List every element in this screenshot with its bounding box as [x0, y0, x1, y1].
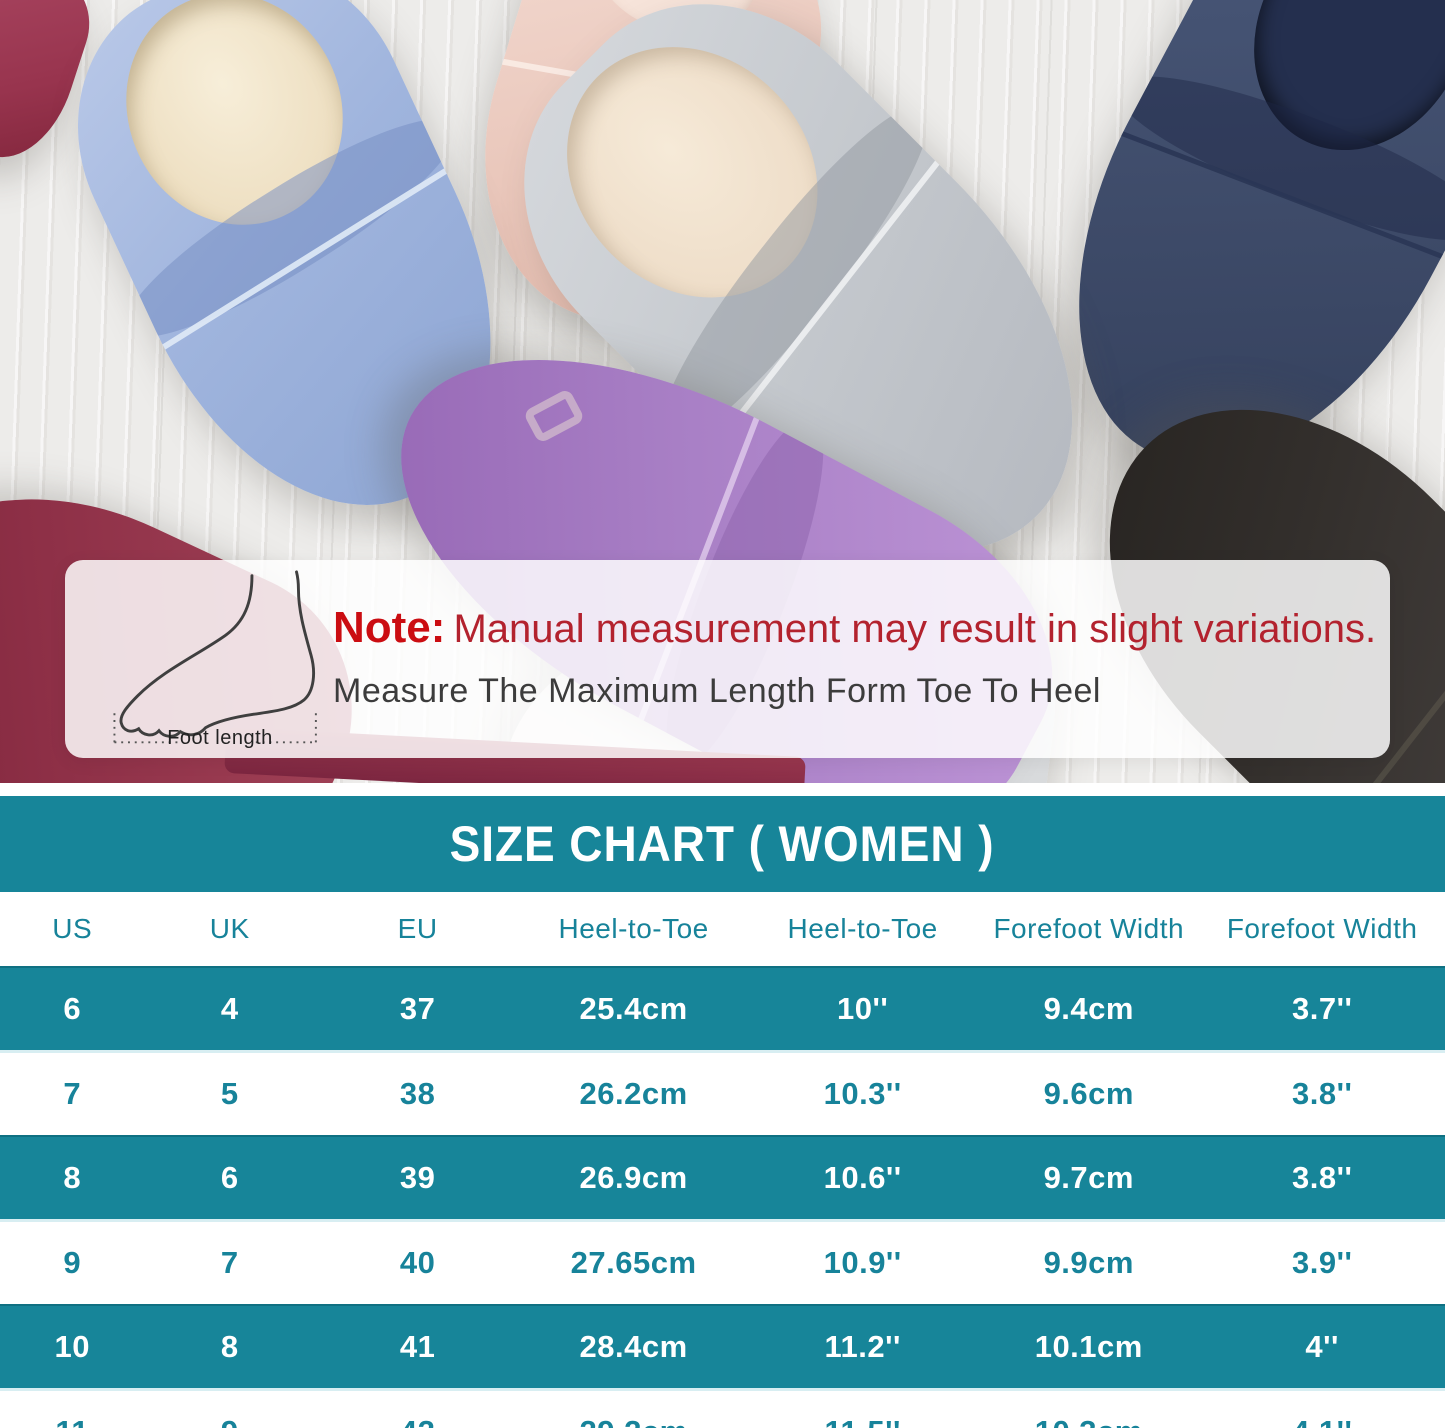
size-cell: 39: [315, 1135, 521, 1222]
size-row: 8 6 39 26.9cm 10.6'' 9.7cm 3.8'': [0, 1135, 1445, 1222]
size-cell: 28.4cm: [520, 1304, 748, 1391]
size-cell: 9: [144, 1389, 315, 1428]
product-photo: Foot length Note: Manual measurement may …: [0, 0, 1445, 783]
size-chart-title: SIZE CHART ( WOMEN ): [450, 816, 995, 872]
foot-outline-icon: [113, 570, 317, 747]
size-cell: 27.65cm: [520, 1220, 748, 1305]
size-cell: 26.2cm: [520, 1051, 748, 1136]
size-cell: 7: [0, 1051, 145, 1136]
size-cell: 6: [0, 966, 145, 1053]
size-cell: 9.9cm: [978, 1220, 1200, 1305]
size-cell: 11: [0, 1389, 145, 1428]
size-row: 9 7 40 27.65cm 10.9'' 9.9cm 3.9'': [0, 1220, 1445, 1305]
note-box: Foot length Note: Manual measurement may …: [65, 560, 1390, 758]
size-cell: 11.2'': [747, 1304, 979, 1391]
size-cell: 10'': [747, 966, 979, 1053]
size-cell: 9.6cm: [978, 1051, 1200, 1136]
size-cell: 3.9'': [1199, 1220, 1445, 1305]
column-header: EU: [315, 892, 521, 967]
size-cell: 29.2cm: [520, 1389, 748, 1428]
column-header: Forefoot Width: [1199, 892, 1445, 967]
size-cell: 10.3'': [747, 1051, 979, 1136]
size-cell: 6: [144, 1135, 315, 1222]
column-header: Heel-to-Toe: [520, 892, 748, 967]
size-cell: 10.3cm: [978, 1389, 1200, 1428]
size-cell: 37: [315, 966, 521, 1053]
column-header: Forefoot Width: [978, 892, 1200, 967]
size-chart-body: 6 4 37 25.4cm 10'' 9.4cm 3.7'' 7 5 38 26.2cm 10.3''…: [0, 966, 1445, 1428]
size-chart-header-row: US UK EU Heel-to-Toe Heel-to-Toe Forefoot Wid…: [0, 892, 1445, 967]
size-cell: 26.9cm: [520, 1135, 748, 1222]
size-cell: 9.7cm: [978, 1135, 1200, 1222]
note-warning: Manual measurement may result in slight …: [453, 607, 1377, 651]
foot-length-label: Foot length: [167, 727, 273, 749]
foot-length-diagram: Foot length: [95, 568, 345, 752]
column-header: Heel-to-Toe: [747, 892, 979, 967]
size-row: 7 5 38 26.2cm 10.3'' 9.6cm 3.8'': [0, 1051, 1445, 1136]
size-cell: 25.4cm: [520, 966, 748, 1053]
size-cell: 11.5'': [747, 1389, 979, 1428]
size-cell: 10.6'': [747, 1135, 979, 1222]
column-header: UK: [144, 892, 315, 967]
size-cell: 5: [144, 1051, 315, 1136]
size-cell: 8: [0, 1135, 145, 1222]
size-row: 6 4 37 25.4cm 10'' 9.4cm 3.7'': [0, 966, 1445, 1053]
size-cell: 7: [144, 1220, 315, 1305]
size-cell: 10.9'': [747, 1220, 979, 1305]
size-row: 10 8 41 28.4cm 11.2'' 10.1cm 4'': [0, 1304, 1445, 1391]
size-cell: 41: [315, 1304, 521, 1391]
size-cell: 4'': [1199, 1304, 1445, 1391]
size-chart-table: US UK EU Heel-to-Toe Heel-to-Toe Forefoot Wid…: [0, 892, 1445, 1428]
note-text: Note: Manual measurement may result in sl…: [333, 603, 1376, 711]
size-cell: 4: [144, 966, 315, 1053]
note-label: Note:: [333, 603, 446, 652]
size-cell: 3.8'': [1199, 1051, 1445, 1136]
size-cell: 42: [315, 1389, 521, 1428]
size-cell: 3.8'': [1199, 1135, 1445, 1222]
size-cell: 8: [144, 1304, 315, 1391]
note-instruction: Measure The Maximum Length Form Toe To H…: [333, 672, 1101, 710]
size-cell: 38: [315, 1051, 521, 1136]
size-cell: 4.1'': [1199, 1389, 1445, 1428]
size-cell: 3.7'': [1199, 966, 1445, 1053]
size-cell: 9.4cm: [978, 966, 1200, 1053]
size-cell: 10: [0, 1304, 145, 1391]
size-row: 1194229.2cm11.5''10.3cm4.1'': [0, 1389, 1445, 1428]
note-warning-line: Note: Manual measurement may result in sl…: [333, 603, 1376, 653]
size-cell: 9: [0, 1220, 145, 1305]
column-header: US: [0, 892, 145, 967]
size-cell: 40: [315, 1220, 521, 1305]
size-chart-title-bar: SIZE CHART ( WOMEN ): [0, 796, 1445, 892]
size-cell: 10.1cm: [978, 1304, 1200, 1391]
